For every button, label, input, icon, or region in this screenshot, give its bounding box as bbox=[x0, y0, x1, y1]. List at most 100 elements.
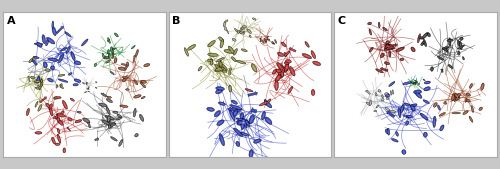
Ellipse shape bbox=[134, 134, 138, 137]
Ellipse shape bbox=[434, 103, 437, 107]
Ellipse shape bbox=[374, 111, 377, 112]
Ellipse shape bbox=[108, 125, 112, 127]
Ellipse shape bbox=[467, 100, 470, 101]
Ellipse shape bbox=[123, 78, 126, 81]
Ellipse shape bbox=[366, 102, 370, 105]
Ellipse shape bbox=[234, 128, 242, 136]
Ellipse shape bbox=[68, 73, 72, 75]
Ellipse shape bbox=[50, 59, 57, 60]
Ellipse shape bbox=[30, 76, 34, 79]
Ellipse shape bbox=[388, 45, 390, 49]
Ellipse shape bbox=[61, 48, 66, 51]
Ellipse shape bbox=[284, 51, 290, 56]
Ellipse shape bbox=[210, 54, 217, 55]
Ellipse shape bbox=[78, 112, 81, 113]
Ellipse shape bbox=[45, 69, 51, 71]
Ellipse shape bbox=[386, 108, 390, 111]
Ellipse shape bbox=[60, 84, 62, 87]
Ellipse shape bbox=[27, 110, 28, 115]
Ellipse shape bbox=[369, 101, 372, 106]
Ellipse shape bbox=[122, 76, 128, 79]
Ellipse shape bbox=[136, 134, 138, 136]
Ellipse shape bbox=[369, 47, 373, 52]
Ellipse shape bbox=[46, 41, 48, 45]
Ellipse shape bbox=[124, 66, 128, 69]
Ellipse shape bbox=[106, 59, 110, 63]
Ellipse shape bbox=[466, 93, 470, 96]
Ellipse shape bbox=[284, 52, 286, 57]
Ellipse shape bbox=[402, 82, 412, 84]
Ellipse shape bbox=[109, 125, 110, 128]
Ellipse shape bbox=[390, 92, 392, 95]
Ellipse shape bbox=[442, 47, 449, 49]
Ellipse shape bbox=[455, 94, 457, 98]
Ellipse shape bbox=[106, 107, 110, 114]
FancyArrow shape bbox=[228, 107, 240, 112]
Ellipse shape bbox=[59, 75, 64, 76]
Ellipse shape bbox=[36, 102, 38, 107]
Ellipse shape bbox=[246, 89, 252, 91]
Ellipse shape bbox=[216, 89, 222, 94]
Ellipse shape bbox=[438, 57, 443, 60]
Ellipse shape bbox=[242, 28, 244, 29]
Ellipse shape bbox=[46, 104, 50, 107]
Ellipse shape bbox=[54, 117, 56, 118]
Ellipse shape bbox=[479, 107, 482, 111]
Ellipse shape bbox=[106, 60, 110, 63]
Ellipse shape bbox=[142, 81, 146, 82]
Ellipse shape bbox=[448, 38, 451, 46]
Ellipse shape bbox=[266, 39, 270, 40]
Ellipse shape bbox=[208, 40, 216, 47]
Ellipse shape bbox=[96, 87, 97, 88]
Ellipse shape bbox=[57, 117, 60, 123]
Ellipse shape bbox=[41, 79, 43, 86]
Ellipse shape bbox=[428, 34, 430, 36]
Ellipse shape bbox=[236, 29, 238, 32]
Ellipse shape bbox=[276, 82, 277, 89]
Ellipse shape bbox=[108, 50, 110, 54]
Ellipse shape bbox=[380, 53, 384, 58]
Ellipse shape bbox=[381, 54, 384, 57]
Ellipse shape bbox=[124, 77, 128, 78]
FancyArrow shape bbox=[440, 69, 444, 73]
Ellipse shape bbox=[109, 54, 110, 58]
Ellipse shape bbox=[33, 58, 35, 60]
Ellipse shape bbox=[415, 92, 422, 98]
Ellipse shape bbox=[52, 138, 54, 143]
Ellipse shape bbox=[64, 149, 65, 152]
Ellipse shape bbox=[268, 39, 270, 40]
Ellipse shape bbox=[64, 102, 66, 108]
Ellipse shape bbox=[456, 97, 460, 100]
Ellipse shape bbox=[456, 98, 459, 99]
Ellipse shape bbox=[249, 161, 253, 168]
Ellipse shape bbox=[422, 34, 427, 38]
Ellipse shape bbox=[444, 49, 447, 51]
Ellipse shape bbox=[253, 18, 256, 20]
Ellipse shape bbox=[55, 143, 60, 146]
Ellipse shape bbox=[35, 101, 38, 107]
Ellipse shape bbox=[50, 105, 51, 109]
Ellipse shape bbox=[262, 41, 264, 43]
Ellipse shape bbox=[422, 115, 427, 119]
Ellipse shape bbox=[386, 47, 389, 50]
Ellipse shape bbox=[226, 51, 233, 52]
Ellipse shape bbox=[54, 97, 56, 99]
Ellipse shape bbox=[424, 132, 428, 137]
Ellipse shape bbox=[120, 141, 122, 146]
Ellipse shape bbox=[467, 94, 470, 95]
Ellipse shape bbox=[304, 55, 310, 58]
FancyArrow shape bbox=[28, 76, 30, 82]
Ellipse shape bbox=[384, 44, 390, 49]
Ellipse shape bbox=[54, 97, 61, 99]
Ellipse shape bbox=[386, 46, 393, 48]
Ellipse shape bbox=[233, 39, 235, 41]
FancyArrow shape bbox=[88, 91, 90, 92]
Ellipse shape bbox=[460, 37, 463, 40]
Ellipse shape bbox=[38, 86, 40, 89]
Ellipse shape bbox=[386, 130, 388, 133]
Ellipse shape bbox=[38, 106, 41, 111]
Ellipse shape bbox=[382, 95, 383, 98]
Ellipse shape bbox=[218, 37, 224, 42]
Ellipse shape bbox=[456, 93, 460, 98]
Ellipse shape bbox=[35, 81, 40, 82]
